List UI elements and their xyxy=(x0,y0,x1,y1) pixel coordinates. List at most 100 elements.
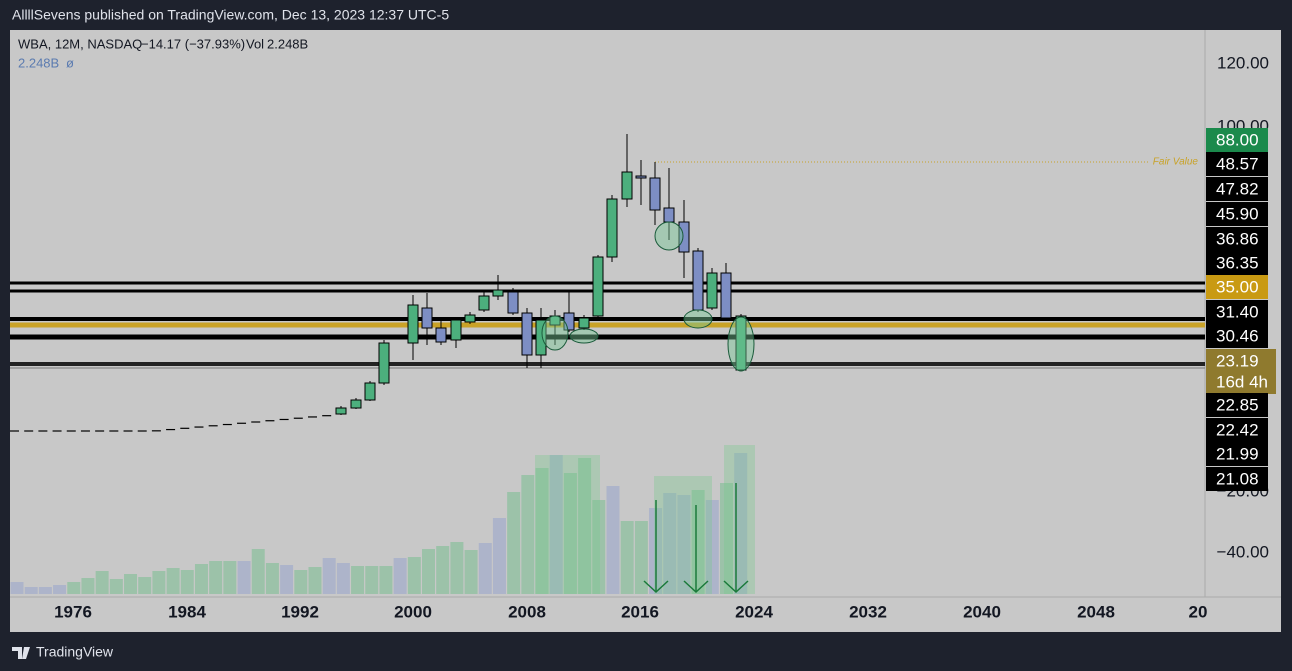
time-label: 20 xyxy=(1189,602,1208,621)
candle-body xyxy=(706,272,718,309)
logo xyxy=(12,647,30,659)
level-line xyxy=(10,289,1205,293)
level-line xyxy=(10,334,1205,340)
volume-bar xyxy=(691,490,705,594)
level-line xyxy=(10,317,1205,321)
volume-bar xyxy=(223,561,237,594)
volume-bar xyxy=(734,453,748,594)
price-tag xyxy=(1206,152,1268,176)
volume-bar xyxy=(464,550,478,594)
volume-bar xyxy=(152,571,166,594)
price-tag-text: 21.08 xyxy=(1216,469,1259,488)
candle-body xyxy=(692,250,704,311)
footer-brand: TradingView xyxy=(36,644,114,660)
candle-body xyxy=(621,171,633,200)
price-tag xyxy=(1206,393,1268,417)
candle-body xyxy=(606,198,618,258)
price-tag xyxy=(1206,324,1268,348)
candle-body xyxy=(464,314,476,323)
volume-bar xyxy=(379,566,393,594)
price-tag-text: 22.42 xyxy=(1216,420,1259,439)
time-label: 2000 xyxy=(394,602,432,621)
volume-bar xyxy=(578,458,592,594)
volume-bar xyxy=(393,558,407,594)
candle-body xyxy=(364,382,376,401)
volume-highlight xyxy=(535,455,600,594)
volume-bar xyxy=(124,574,138,594)
arrow-head xyxy=(683,580,709,594)
candle-body xyxy=(535,319,547,356)
price-tag-text: 22.85 xyxy=(1216,395,1259,414)
highlight-ellipse xyxy=(727,316,755,372)
volume-bar xyxy=(180,570,194,594)
candle-body xyxy=(663,207,675,223)
price-tag-text: 35.00 xyxy=(1216,277,1259,296)
candle-body xyxy=(521,312,533,356)
time-label: 2048 xyxy=(1077,602,1115,621)
price-tag xyxy=(1206,128,1268,152)
volume-bar xyxy=(492,518,506,594)
volume-bar xyxy=(109,579,123,594)
price-tag xyxy=(1206,467,1268,491)
price-tag-text: 45.90 xyxy=(1216,204,1259,223)
volume-bar xyxy=(592,500,606,594)
highlight-ellipse xyxy=(654,221,684,251)
highlight-ellipse xyxy=(683,309,713,329)
price-label: −40.00 xyxy=(1217,542,1269,561)
volume-bar xyxy=(620,521,634,594)
price-tag-text: 88.00 xyxy=(1216,130,1259,149)
volume-bar xyxy=(606,486,620,594)
price-tag-text: 36.86 xyxy=(1216,229,1259,248)
volume-bar xyxy=(535,468,549,594)
price-tag xyxy=(1206,418,1268,442)
level-line xyxy=(10,362,1205,366)
candle-body xyxy=(435,327,447,343)
volume-bar xyxy=(166,568,180,594)
candle-body xyxy=(649,177,661,211)
price-tag-text: 48.57 xyxy=(1216,154,1259,173)
candle-body xyxy=(421,307,433,329)
volume-highlight xyxy=(724,445,755,594)
legend-vol-label: Vol xyxy=(246,36,264,51)
candle-body xyxy=(678,221,690,253)
price-tag xyxy=(1206,202,1268,226)
header: AllllSevens published on TradingView.com… xyxy=(12,7,449,23)
volume-bar xyxy=(634,521,648,594)
volume-bar xyxy=(436,546,450,594)
time-label: 2040 xyxy=(963,602,1001,621)
price-tag-text: 36.35 xyxy=(1216,253,1259,272)
volume-bar xyxy=(478,543,492,594)
candle-body xyxy=(578,317,590,329)
volume-bar xyxy=(10,582,24,594)
volume-highlight xyxy=(654,476,712,594)
volume-bar xyxy=(38,587,52,594)
volume-bar xyxy=(81,578,95,594)
candle-body xyxy=(507,291,519,314)
time-label: 1976 xyxy=(54,602,92,621)
volume-bar xyxy=(422,549,436,594)
fair-value-label: Fair Value xyxy=(1153,157,1199,168)
chart-area xyxy=(10,30,1281,632)
volume-bar xyxy=(705,500,719,594)
price-tag xyxy=(1206,442,1268,466)
volume-bar xyxy=(209,561,223,594)
price-axis: 120.00100.00−20.00−40.0088.0048.5747.824… xyxy=(1206,53,1276,561)
legend-line2: 2.248B xyxy=(18,55,59,70)
price-tag xyxy=(1206,300,1268,324)
volume-bar xyxy=(407,557,421,594)
legend-change: −14.17 (−37.93%) xyxy=(141,36,245,51)
price-tag-text: 16d 4h xyxy=(1216,372,1268,391)
candle-body xyxy=(592,256,604,317)
legend-vol: 2.248B xyxy=(267,36,308,51)
volume-bar xyxy=(322,558,336,594)
candle-body xyxy=(735,315,747,371)
time-label: 1992 xyxy=(281,602,319,621)
volume-bar xyxy=(251,549,265,594)
highlight-ellipse xyxy=(569,328,599,344)
candle-body xyxy=(450,319,462,341)
candle-body xyxy=(635,175,647,179)
price-tag-text: 47.82 xyxy=(1216,179,1259,198)
arrow-head xyxy=(723,580,749,594)
volume-bar xyxy=(95,571,109,594)
candle-body xyxy=(720,272,732,319)
